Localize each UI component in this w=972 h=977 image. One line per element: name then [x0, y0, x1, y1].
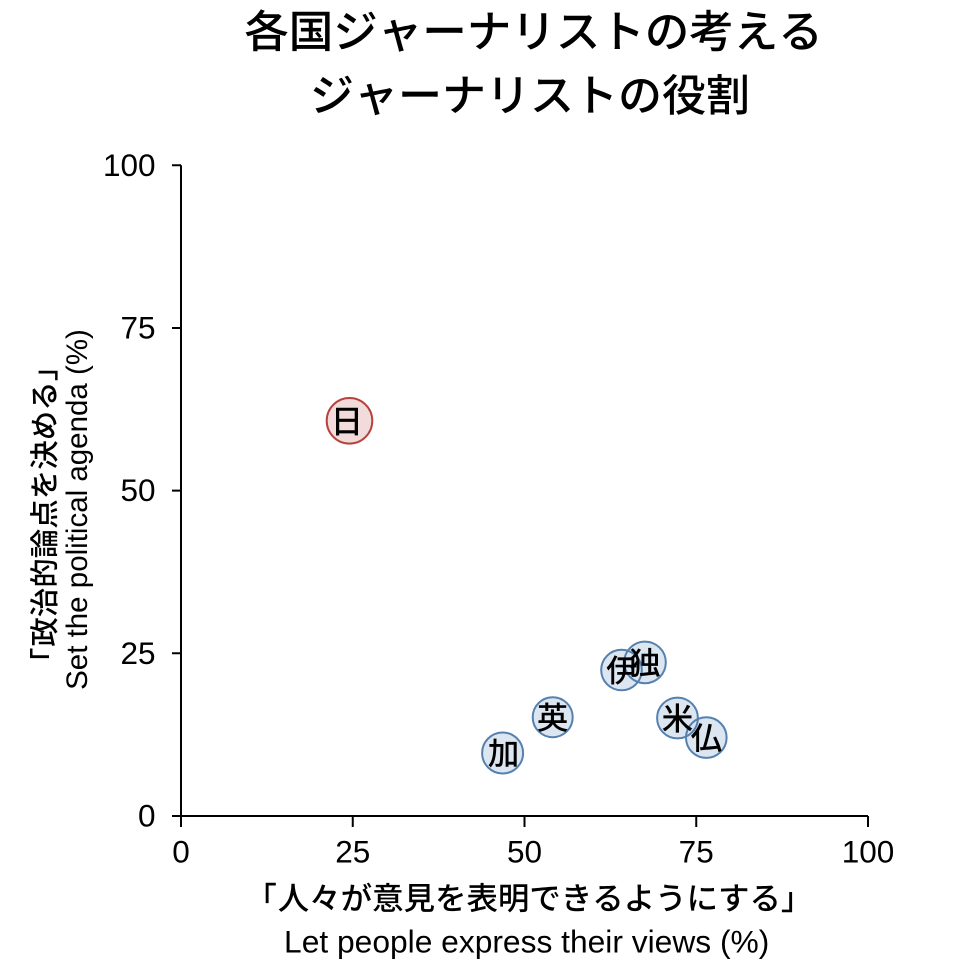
svg-text:100: 100: [842, 834, 895, 870]
svg-text:Let people express their views: Let people express their views (%): [284, 924, 769, 960]
svg-text:75: 75: [679, 834, 714, 870]
svg-text:0: 0: [138, 798, 156, 834]
svg-text:0: 0: [172, 834, 190, 870]
svg-text:100: 100: [103, 147, 156, 183]
svg-text:25: 25: [335, 834, 370, 870]
svg-text:75: 75: [120, 310, 155, 346]
svg-text:Set the political agenda (%): Set the political agenda (%): [61, 329, 94, 690]
svg-text:50: 50: [120, 472, 155, 508]
svg-text:25: 25: [120, 635, 155, 671]
svg-text:50: 50: [507, 834, 542, 870]
